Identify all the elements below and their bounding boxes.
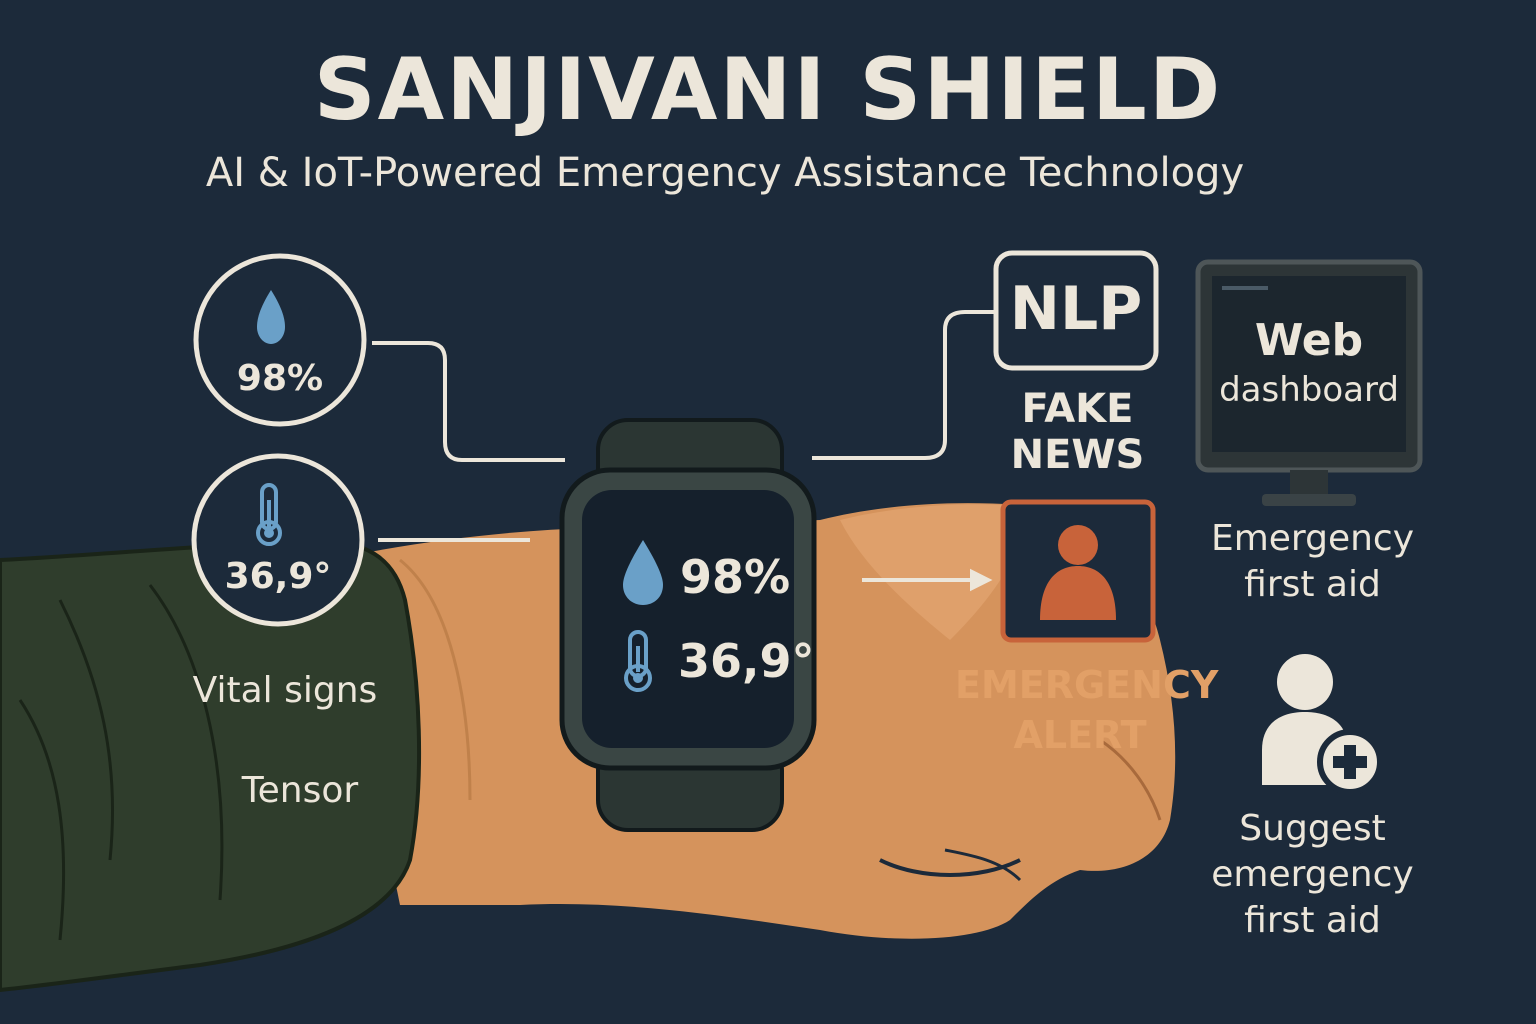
nlp-box (993, 250, 1159, 371)
dashboard-caption-line2: first aid (1244, 564, 1381, 605)
fake-news-line2: NEWS (1010, 432, 1145, 478)
first-aid-line1: Suggest (1239, 808, 1386, 849)
dashboard-caption-line1: Emergency (1210, 518, 1415, 559)
sleeve-illustration (0, 537, 422, 993)
first-aid-line2: emergency (1211, 854, 1414, 895)
drop-icon (257, 290, 285, 344)
tensor-label: Tensor (241, 770, 359, 811)
connector-lines (372, 310, 995, 592)
web-dashboard-subtitle: dashboard (1219, 370, 1399, 410)
fake-news-label: FAKE NEWS (990, 386, 1165, 478)
alert-line2: ALERT (1013, 713, 1147, 757)
page-title: SANJIVANI SHIELD (313, 40, 1223, 140)
watch-temperature-value: 36,9° (678, 634, 815, 688)
dashboard-caption: Emergency first aid (1190, 516, 1435, 608)
person-alert-icon (1040, 525, 1116, 620)
nlp-label: NLP (1009, 274, 1143, 344)
vital-signs-label: Vital signs (192, 670, 378, 711)
emergency-alert-box (1000, 499, 1156, 643)
user-plus-icon (1262, 654, 1383, 795)
first-aid-caption: Suggest emergency first aid (1190, 806, 1435, 944)
first-aid-line3: first aid (1244, 900, 1381, 941)
page-subtitle: AI & IoT-Powered Emergency Assistance Te… (205, 150, 1245, 196)
watch-oxygen-value: 98% (680, 550, 791, 604)
fake-news-line1: FAKE (1021, 386, 1134, 432)
oxygen-value: 98% (236, 358, 324, 399)
web-dashboard-title: Web (1254, 315, 1364, 366)
emergency-alert-label: EMERGENCY ALERT (955, 660, 1219, 760)
alert-line1: EMERGENCY (955, 663, 1219, 707)
monitor-icon (1195, 259, 1423, 506)
oxygen-circle (193, 253, 367, 427)
temperature-circle (191, 453, 365, 627)
smartwatch (559, 418, 817, 832)
watch-thermometer-icon (624, 630, 652, 692)
watch-drop-icon (623, 540, 663, 605)
thermometer-icon (256, 483, 282, 546)
temperature-value: 36,9° (224, 556, 332, 597)
